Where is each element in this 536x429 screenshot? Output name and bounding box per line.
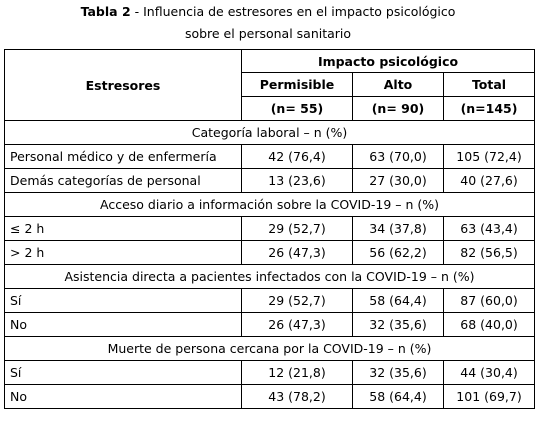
row-label: No <box>4 312 242 337</box>
table-cell: 58 (64,4) <box>352 288 444 313</box>
table-body: Categoría laboral – n (%) Personal médico… <box>3 120 536 409</box>
row-label: Sí <box>4 360 242 385</box>
row-label: > 2 h <box>4 240 242 265</box>
caption-title: - Influencia de estresores en el impacto… <box>130 4 456 19</box>
table-cell: 32 (35,6) <box>352 312 444 337</box>
table-cell: 42 (76,4) <box>241 144 353 169</box>
table-cell: 27 (30,0) <box>352 168 444 193</box>
section-title: Acceso diario a información sobre la COV… <box>3 192 536 217</box>
table-row: ≤ 2 h 29 (52,7) 34 (37,8) 63 (43,4) <box>4 216 536 241</box>
table-cell: 40 (27,6) <box>442 168 536 193</box>
caption-label: Tabla 2 <box>80 4 131 19</box>
table-cell: 13 (23,6) <box>241 168 353 193</box>
caption-line-2: sobre el personal sanitario <box>184 26 352 41</box>
section-header-row: Muerte de persona cercana por la COVID-1… <box>3 336 536 361</box>
stressors-table: Estresores Impacto psicológico Permisibl… <box>3 49 536 409</box>
row-label: ≤ 2 h <box>4 216 242 241</box>
table-row: > 2 h 26 (47,3) 56 (62,2) 82 (56,5) <box>4 240 536 265</box>
table-cell: 34 (37,8) <box>352 216 444 241</box>
table-row: Personal médico y de enfermería 42 (76,4)… <box>4 144 536 169</box>
table-row: No 43 (78,2) 58 (64,4) 101 (69,7) <box>4 384 536 409</box>
table-cell: 82 (56,5) <box>442 240 536 265</box>
row-label: No <box>4 384 242 409</box>
table-cell: 56 (62,2) <box>352 240 444 265</box>
table-cell: 87 (60,0) <box>442 288 536 313</box>
column-header: Alto <box>352 72 444 97</box>
row-header: Estresores <box>4 49 242 121</box>
row-label: Sí <box>4 288 242 313</box>
column-sample-size: (n= 90) <box>352 96 444 121</box>
table-cell: 12 (21,8) <box>241 360 353 385</box>
table-cell: 44 (30,4) <box>442 360 536 385</box>
table-cell: 105 (72,4) <box>442 144 536 169</box>
table-caption: Tabla 2 - Influencia de estresores en el… <box>0 0 536 45</box>
table-row: Sí 12 (21,8) 32 (35,6) 44 (30,4) <box>4 360 536 385</box>
section-title: Muerte de persona cercana por la COVID-1… <box>3 336 536 361</box>
row-label: Personal médico y de enfermería <box>4 144 242 169</box>
column-sample-size: (n= 55) <box>241 96 353 121</box>
column-sample-size: (n=145) <box>442 96 536 121</box>
table-header: Estresores Impacto psicológico Permisibl… <box>4 49 536 121</box>
group-header: Impacto psicológico <box>240 49 536 73</box>
table-cell: 32 (35,6) <box>352 360 444 385</box>
table-cell: 29 (52,7) <box>241 216 353 241</box>
section-title: Asistencia directa a pacientes infectado… <box>3 264 536 289</box>
column-header: Total <box>442 72 536 97</box>
table-cell: 26 (47,3) <box>241 312 353 337</box>
table-row: Sí 29 (52,7) 58 (64,4) 87 (60,0) <box>4 288 536 313</box>
table-row: No 26 (47,3) 32 (35,6) 68 (40,0) <box>4 312 536 337</box>
table-cell: 63 (70,0) <box>352 144 444 169</box>
table-cell: 101 (69,7) <box>442 384 536 409</box>
table-row: Demás categorías de personal 13 (23,6) 27 … <box>4 168 536 193</box>
section-header-row: Acceso diario a información sobre la COV… <box>3 192 536 217</box>
table-cell: 68 (40,0) <box>442 312 536 337</box>
section-title: Categoría laboral – n (%) <box>3 120 536 145</box>
table-cell: 29 (52,7) <box>241 288 353 313</box>
caption-line-1: Tabla 2 - Influencia de estresores en el… <box>0 1 536 23</box>
section-header-row: Categoría laboral – n (%) <box>3 120 536 145</box>
row-label: Demás categorías de personal <box>4 168 242 193</box>
section-header-row: Asistencia directa a pacientes infectado… <box>3 264 536 289</box>
table-cell: 26 (47,3) <box>241 240 353 265</box>
table-cell: 58 (64,4) <box>352 384 444 409</box>
column-header: Permisible <box>241 72 353 97</box>
table-cell: 43 (78,2) <box>241 384 353 409</box>
table-cell: 63 (43,4) <box>442 216 536 241</box>
